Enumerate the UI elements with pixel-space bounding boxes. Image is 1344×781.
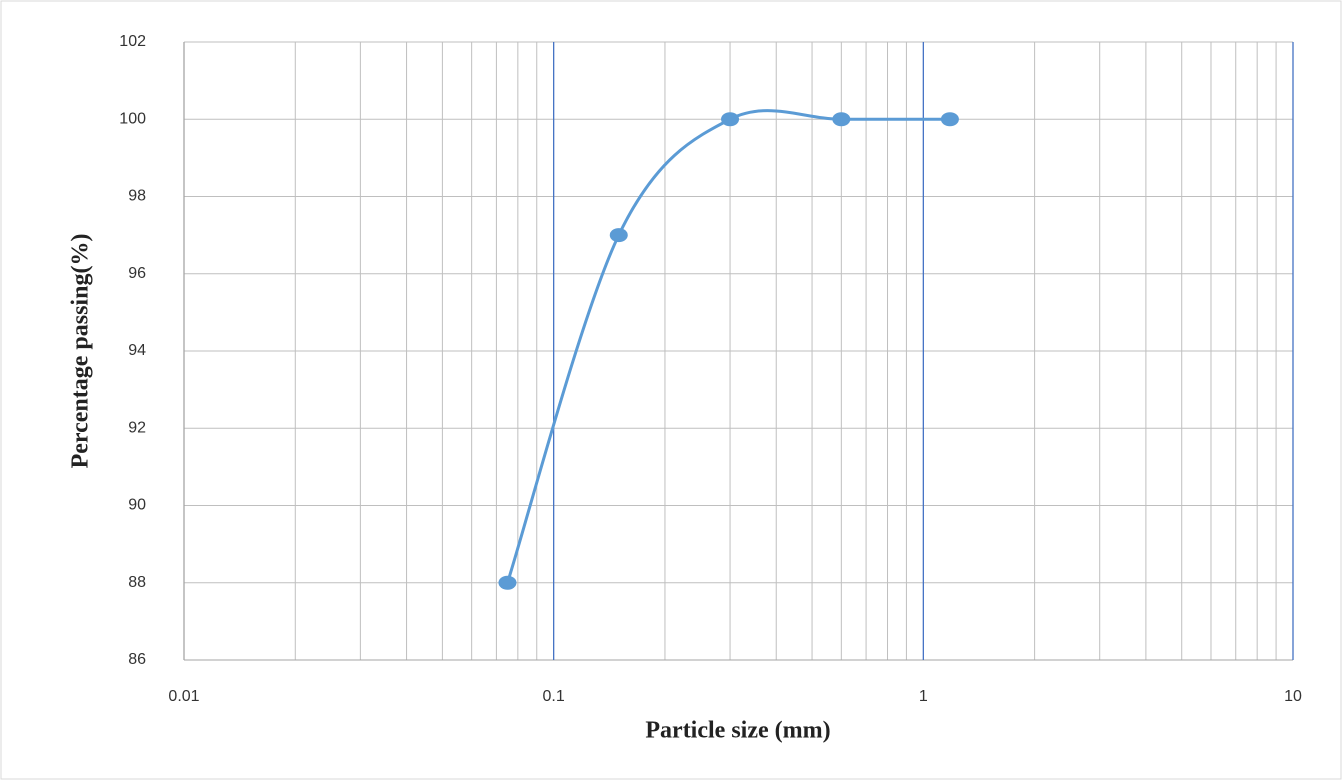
x-tick-label: 0.1 [543, 688, 565, 705]
data-line [506, 109, 950, 584]
y-tick-label: 86 [128, 651, 146, 668]
data-point [498, 575, 517, 590]
x-tick-label: 1 [919, 688, 928, 705]
x-tick-label: 0.01 [168, 688, 199, 705]
y-tick-label: 102 [119, 33, 146, 50]
y-tick-label: 96 [128, 265, 146, 282]
x-tick-label: 10 [1284, 688, 1302, 705]
data-point [609, 228, 628, 243]
y-tick-label: 98 [128, 188, 146, 205]
y-tick-label: 94 [128, 342, 146, 359]
y-tick-label: 92 [128, 419, 146, 436]
data-point [940, 112, 959, 127]
y-tick-label: 90 [128, 497, 146, 514]
y-tick-label: 88 [128, 574, 146, 591]
y-axis-title: Percentage passing(%) [68, 234, 94, 469]
y-tick-label: 100 [119, 110, 146, 127]
x-axis-title: Particle size (mm) [645, 718, 830, 744]
data-point [832, 112, 851, 127]
data-point [721, 112, 740, 127]
